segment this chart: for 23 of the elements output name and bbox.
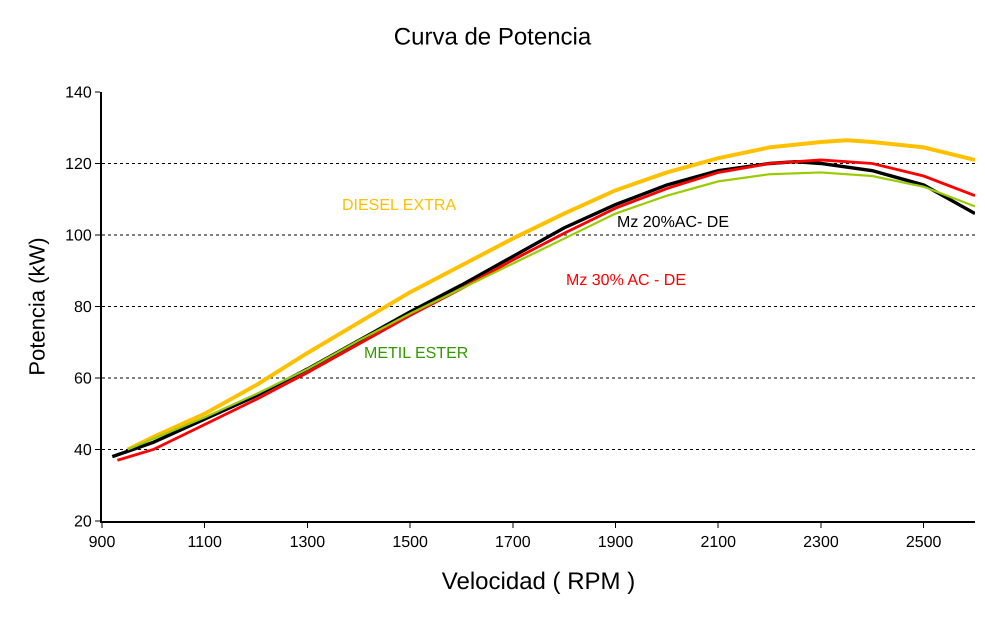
y-tick-label: 20 — [74, 514, 92, 531]
x-tick-label: 1900 — [598, 534, 634, 552]
series-label: METIL ESTER — [364, 345, 468, 362]
y-tick-label: 140 — [65, 84, 92, 102]
text: Mz 30% AC - DE — [566, 272, 686, 289]
series-label: Mz 20%AC- DE — [617, 214, 730, 231]
y-tick-label: 40 — [74, 442, 92, 460]
text: DIESEL EXTRA — [342, 197, 456, 214]
y-tick-label: 120 — [65, 156, 92, 174]
y-tick-label: 80 — [74, 299, 92, 316]
x-tick-label: 1300 — [290, 534, 326, 552]
x-tick-label: 1100 — [188, 534, 222, 552]
x-tick-label: 2500 — [906, 534, 942, 552]
y-tick-label: 100 — [65, 228, 92, 245]
x-tick-label: 900 — [88, 534, 116, 552]
x-tick-label: 1700 — [495, 534, 531, 552]
chart-title: Curva de Potencia — [394, 24, 592, 51]
y-tick-label: 60 — [74, 370, 92, 388]
x-tick-label: 1500 — [392, 534, 428, 552]
x-axis-title: Velocidad ( RPM ) — [442, 568, 636, 595]
y-axis-title: Potencia (kW) — [24, 237, 50, 376]
x-tick-label: 2100 — [700, 534, 736, 552]
x-tick-label: 2300 — [803, 534, 839, 552]
